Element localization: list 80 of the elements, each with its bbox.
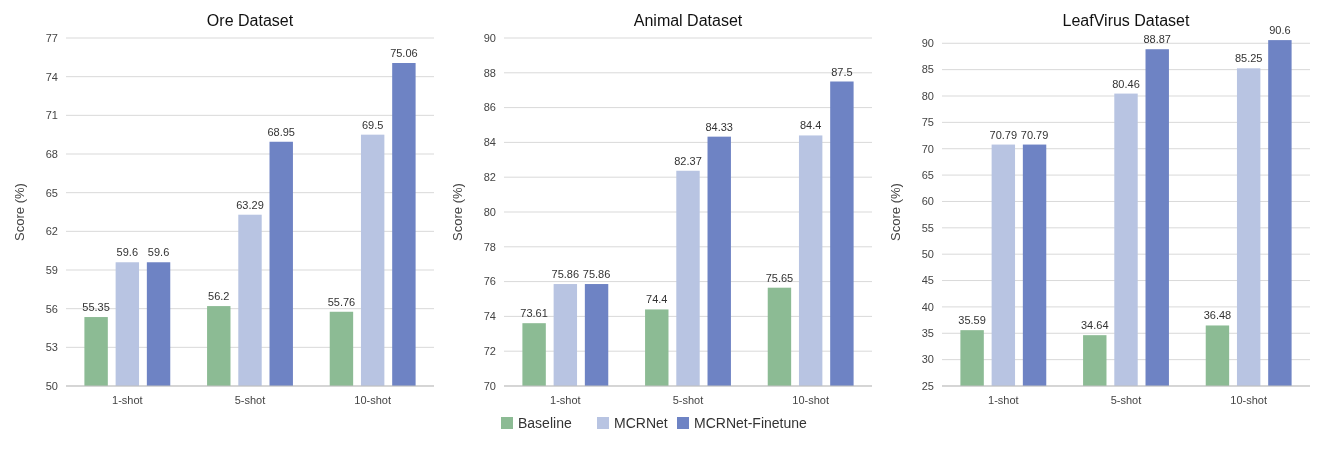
data-label: 85.25 [1234,52,1263,65]
x-tick-label: 1-shot [550,394,581,406]
y-tick-label: 65 [45,186,58,199]
x-tick-label: 5-shot [672,394,704,406]
y-tick-label: 90 [921,37,934,50]
y-tick-label: 82 [483,171,496,184]
y-tick-label: 53 [45,341,58,354]
x-tick-label: 5-shot [1110,394,1142,406]
chart-title: LeafVirus Dataset [1062,12,1190,29]
data-label: 55.35 [82,301,110,314]
data-label: 75.86 [551,268,580,281]
y-tick-label: 40 [921,300,934,313]
y-tick-label: 25 [921,379,934,392]
chart-title: Animal Dataset [633,12,743,29]
y-tick-label: 90 [483,31,496,44]
x-tick-label: 10-shot [1230,394,1268,406]
data-label: 55.76 [327,295,356,308]
data-label: 88.87 [1143,33,1171,46]
y-tick-label: 78 [483,240,496,253]
y-tick-label: 74 [483,310,496,323]
data-label: 84.4 [799,119,822,132]
y-tick-label: 74 [45,70,58,83]
y-tick-label: 62 [45,225,58,238]
y-tick-label: 75 [921,116,934,129]
data-label: 80.46 [1112,77,1140,90]
y-tick-label: 88 [483,66,496,79]
data-label: 34.64 [1081,319,1109,332]
data-label: 70.79 [1020,128,1049,141]
data-label: 59.6 [116,246,139,259]
y-tick-label: 30 [921,353,934,366]
legend-label: MCRNet-Finetune [694,415,808,431]
y-tick-label: 70 [921,142,934,155]
data-label: 59.6 [147,246,170,259]
y-tick-label: 84 [483,136,496,149]
x-tick-label: 10-shot [792,394,830,406]
y-axis-title: Score (%) [888,183,903,241]
data-label: 70.79 [989,128,1018,141]
data-label: 75.86 [582,268,611,281]
y-tick-label: 45 [921,274,934,287]
data-label: 82.37 [674,154,702,167]
x-tick-label: 5-shot [234,394,266,406]
data-label: 87.5 [831,65,853,78]
data-label: 74.4 [646,293,668,306]
y-tick-label: 72 [483,345,496,358]
y-tick-label: 80 [483,205,496,218]
x-tick-label: 10-shot [354,394,392,406]
y-tick-label: 68 [45,147,58,160]
data-label: 63.29 [236,198,264,211]
data-label: 36.48 [1203,309,1232,322]
x-tick-label: 1-shot [112,394,143,406]
y-tick-label: 55 [921,221,934,234]
data-label: 75.65 [765,271,794,284]
legend-label: MCRNet [614,415,668,431]
y-tick-label: 50 [45,379,58,392]
y-axis-title: Score (%) [450,183,465,241]
chart-title: Ore Dataset [206,12,294,29]
y-tick-label: 60 [921,195,934,208]
y-tick-label: 59 [45,263,58,276]
legend-label: Baseline [518,415,572,431]
data-label: 84.33 [705,120,733,133]
data-label: 69.5 [361,118,384,131]
y-tick-label: 76 [483,275,496,288]
data-label: 75.06 [390,47,418,59]
data-label: 56.2 [208,290,230,303]
y-tick-label: 70 [483,379,496,392]
data-label: 68.95 [267,125,295,138]
y-tick-label: 86 [483,101,496,114]
y-tick-label: 77 [45,31,58,44]
y-tick-label: 35 [921,327,934,340]
data-label: 90.6 [1269,24,1291,37]
y-tick-label: 65 [921,168,934,181]
y-tick-label: 80 [921,89,934,102]
y-tick-label: 85 [921,63,934,76]
y-tick-label: 71 [45,109,58,122]
y-axis-title: Score (%) [12,183,27,241]
y-tick-label: 50 [921,248,934,261]
y-tick-label: 56 [45,302,58,315]
x-tick-label: 1-shot [988,394,1019,406]
data-label: 73.61 [520,307,548,320]
data-label: 35.59 [958,314,986,327]
